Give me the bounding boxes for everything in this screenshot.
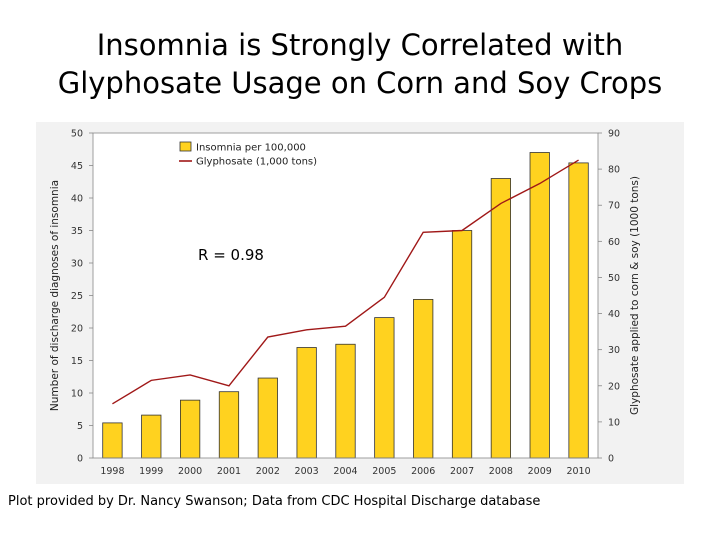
y2-tick-label-60: 60 bbox=[608, 237, 620, 248]
bar-2002 bbox=[257, 377, 278, 459]
slide-title: Insomnia is Strongly Correlated with Gly… bbox=[0, 26, 720, 102]
y2-tick-label-80: 80 bbox=[608, 165, 620, 176]
dual-axis-chart: 0 5 10 15 20 25 30 35 40 45 50 0 10 20 30 40 50 60 70 80 90 1… bbox=[36, 122, 684, 484]
y-tick-label-30: 30 bbox=[71, 259, 83, 270]
correlation-annotation: R = 0.98 bbox=[198, 246, 264, 264]
x-tick-label-2007: 2007 bbox=[450, 466, 474, 477]
legend-label-glyphosate: Glyphosate (1,000 tons) bbox=[196, 157, 317, 168]
bar-2000 bbox=[180, 399, 201, 459]
x-tick-label-2002: 2002 bbox=[256, 466, 280, 477]
y2-tick-label-0: 0 bbox=[608, 454, 614, 465]
x-tick-label-2003: 2003 bbox=[295, 466, 319, 477]
y2-tick-label-10: 10 bbox=[608, 417, 620, 428]
bar-2006 bbox=[413, 298, 434, 459]
glyphosate-line bbox=[112, 159, 579, 405]
y-tick-label-15: 15 bbox=[71, 356, 83, 367]
bar-1998 bbox=[102, 422, 123, 459]
x-tick-label-2006: 2006 bbox=[411, 466, 435, 477]
bar-2005 bbox=[374, 317, 395, 459]
source-caption: Plot provided by Dr. Nancy Swanson; Data… bbox=[8, 494, 541, 509]
y2-tick-label-30: 30 bbox=[608, 345, 620, 356]
bar-2004 bbox=[335, 343, 356, 459]
x-tick-label-2001: 2001 bbox=[217, 466, 241, 477]
x-tick-label-2009: 2009 bbox=[528, 466, 552, 477]
bar-2009 bbox=[529, 152, 550, 459]
y2-tick-label-50: 50 bbox=[608, 273, 620, 284]
legend-label-insomnia: Insomnia per 100,000 bbox=[196, 143, 306, 154]
bar-2010 bbox=[568, 162, 589, 459]
y-tick-label-25: 25 bbox=[71, 291, 83, 302]
y-tick-label-40: 40 bbox=[71, 194, 83, 205]
y-tick-label-20: 20 bbox=[71, 324, 83, 335]
x-tick-label-2004: 2004 bbox=[333, 466, 357, 477]
y2-tick-label-20: 20 bbox=[608, 381, 620, 392]
y-tick-label-0: 0 bbox=[77, 454, 83, 465]
y2-tick-label-70: 70 bbox=[608, 201, 620, 212]
legend-swatch-insomnia bbox=[179, 141, 192, 152]
y2-tick-label-40: 40 bbox=[608, 309, 620, 320]
bar-2003 bbox=[296, 347, 317, 459]
y2-axis-title: Glyphosate applied to corn & soy (1000 t… bbox=[629, 176, 641, 415]
y-tick-label-10: 10 bbox=[71, 389, 83, 400]
x-tick-label-2008: 2008 bbox=[489, 466, 513, 477]
y-tick-label-35: 35 bbox=[71, 226, 83, 237]
bar-1999 bbox=[141, 414, 162, 459]
x-tick-label-2010: 2010 bbox=[566, 466, 590, 477]
bar-2001 bbox=[218, 391, 240, 459]
y-tick-label-5: 5 bbox=[77, 421, 83, 432]
title-line-1: Insomnia is Strongly Correlated with bbox=[96, 28, 624, 62]
y-tick-label-45: 45 bbox=[71, 161, 83, 172]
x-tick-label-1999: 1999 bbox=[139, 466, 163, 477]
y-tick-label-50: 50 bbox=[71, 129, 83, 140]
x-tick-label-2005: 2005 bbox=[372, 466, 396, 477]
title-line-2: Glyphosate Usage on Corn and Soy Crops bbox=[57, 66, 663, 100]
bar-2008 bbox=[490, 178, 511, 459]
bar-2007 bbox=[451, 230, 473, 459]
y-axis-title: Number of discharge diagnoses of insomni… bbox=[49, 180, 61, 411]
x-tick-label-1998: 1998 bbox=[100, 466, 124, 477]
y2-tick-label-90: 90 bbox=[608, 129, 620, 140]
x-tick-label-2000: 2000 bbox=[178, 466, 202, 477]
